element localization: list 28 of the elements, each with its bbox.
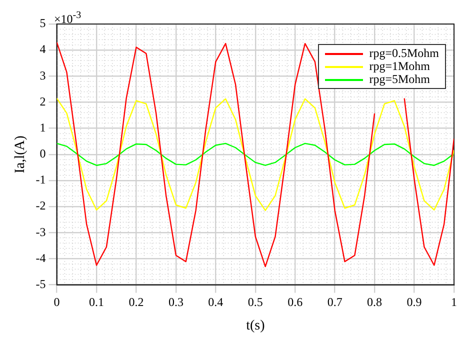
y-tick-label: 3 (40, 68, 46, 82)
y-tick-label: 4 (40, 42, 46, 56)
y-tick-label: -2 (36, 198, 46, 213)
x-axis-title: t(s) (246, 318, 266, 334)
x-tick-label: 0 (54, 295, 60, 310)
x-tick-label: 0.9 (406, 295, 422, 310)
y-tick-label: -3 (36, 224, 46, 239)
y-tick-label: -1 (36, 172, 46, 187)
y-tick-label: 2 (40, 94, 46, 108)
legend-label: rpg=5Mohm (369, 72, 430, 86)
x-tick-label: 0.3 (168, 295, 184, 310)
x-tick-label: 1 (451, 295, 457, 310)
x-tick-label: 0.4 (208, 295, 224, 310)
y-tick-label: 0 (40, 146, 46, 161)
x-tick-label: 0.2 (128, 295, 144, 310)
y-tick-label: -4 (36, 250, 46, 265)
legend-label: rpg=1Mohm (369, 59, 430, 73)
x-tick-label: 0.6 (288, 295, 303, 310)
legend-label: rpg=0.5Mohm (369, 46, 439, 60)
x-tick-label: 0.5 (248, 295, 263, 310)
y-axis-title: Ia,l(A) (13, 135, 28, 174)
x-tick-label: 0.8 (367, 295, 382, 310)
annotation: ×10$^{-3}$ (54, 10, 82, 27)
x-tick-label: 0.7 (327, 295, 342, 310)
y-tick-label: 5 (40, 16, 46, 30)
y-tick-label: -5 (36, 276, 46, 291)
x-tick-label: 0.1 (89, 295, 104, 310)
y-tick-label: 1 (40, 120, 46, 134)
